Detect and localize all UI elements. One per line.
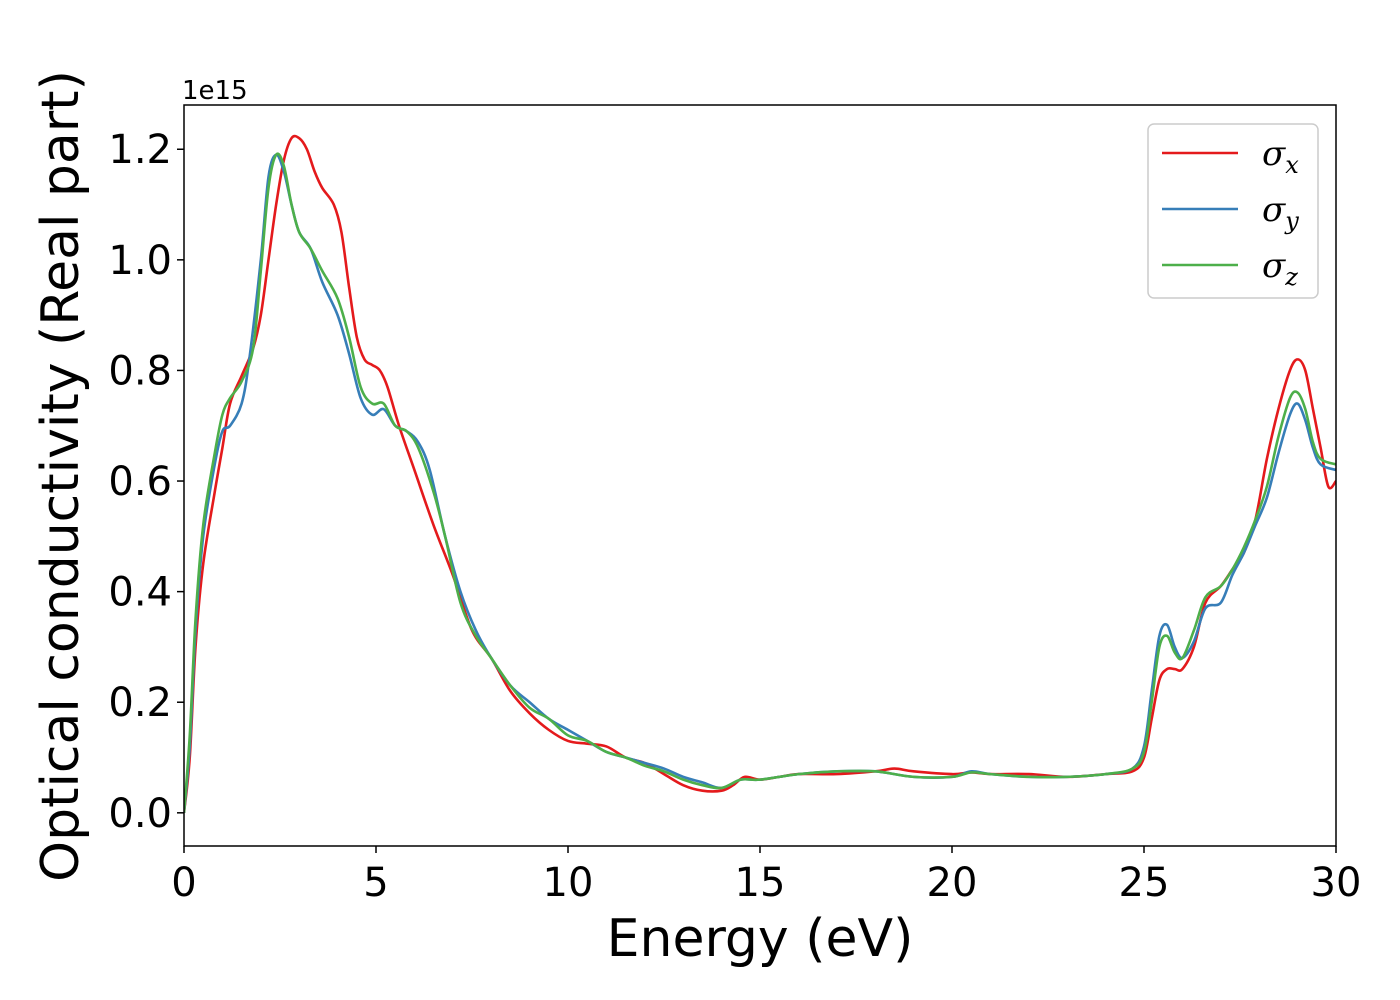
x-axis-ticks: 0 5 10 15 20 25 30 <box>171 846 1361 906</box>
series-line-z <box>184 152 1336 813</box>
y-tick-label: 0.0 <box>108 791 172 837</box>
y-axis-ticks: 0.0 0.2 0.4 0.6 0.8 1.0 1.2 <box>108 127 184 837</box>
y-tick-label: 0.6 <box>108 459 172 505</box>
series-layer <box>184 134 1336 813</box>
y-offset-label: 1e15 <box>182 76 248 106</box>
legend-label-z: σz <box>1262 246 1298 291</box>
x-tick-label: 10 <box>543 860 594 906</box>
x-tick-label: 15 <box>735 860 786 906</box>
legend: σx σy σz <box>1147 123 1319 299</box>
y-axis-label: Optical conductivity (Real part) <box>31 70 91 882</box>
y-tick-label: 1.0 <box>108 238 172 284</box>
x-tick-label: 30 <box>1311 860 1362 906</box>
y-tick-label: 0.4 <box>108 570 172 616</box>
x-tick-label: 20 <box>927 860 978 906</box>
legend-label-x: σx <box>1262 134 1299 179</box>
x-tick-label: 25 <box>1119 860 1170 906</box>
y-tick-label: 1.2 <box>108 127 172 173</box>
y-tick-label: 0.2 <box>108 680 172 726</box>
legend-box <box>1147 123 1319 299</box>
x-tick-label: 5 <box>363 860 388 906</box>
x-axis-label: Energy (eV) <box>607 909 914 969</box>
legend-label-y: σy <box>1262 190 1299 235</box>
x-tick-label: 0 <box>171 860 196 906</box>
y-tick-label: 0.8 <box>108 348 172 394</box>
